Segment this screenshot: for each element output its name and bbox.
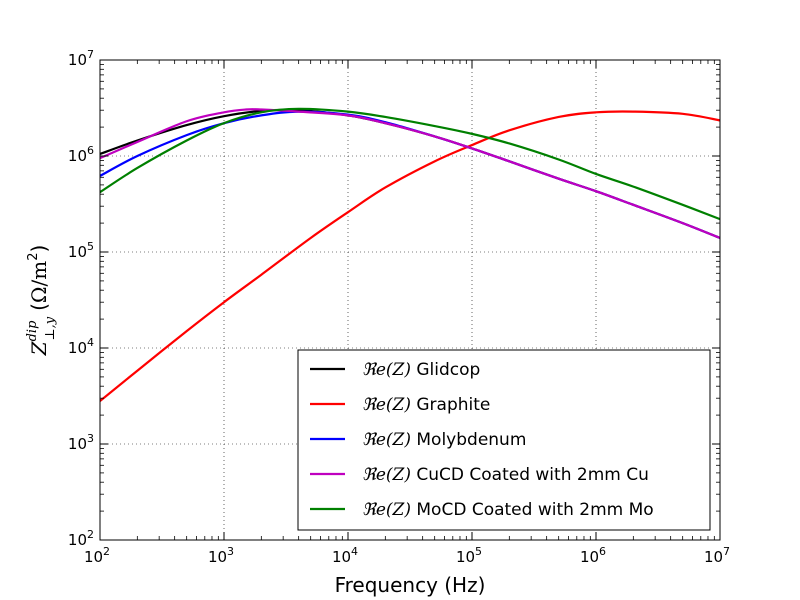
series-lines (100, 107, 720, 402)
legend-label-2: ℜe(Z) Graphite (362, 395, 490, 415)
plot-frame (99, 59, 721, 541)
x-tick-label: 104 (332, 545, 358, 566)
y-axis-title: Zdip ⊥,y (Ω/m2) (25, 245, 58, 357)
x-tick-label: 102 (84, 545, 110, 566)
y-axis-title-sup: dip (25, 320, 40, 341)
x-tick-label: 106 (580, 545, 606, 566)
y-tick-label: 105 (68, 240, 94, 261)
legend-label-5: ℜe(Z) MoCD Coated with 2mm Mo (362, 500, 654, 520)
x-tick-label: 107 (704, 545, 730, 566)
x-axis-title: Frequency (Hz) (335, 573, 486, 597)
series-line-2 (100, 110, 720, 402)
legend-label-4: ℜe(Z) CuCD Coated with 2mm Cu (362, 465, 649, 485)
legend-label-1: ℜe(Z) Glidcop (362, 360, 480, 380)
x-tick-label: 103 (208, 545, 234, 566)
y-axis-title-unit: Ω/m (27, 261, 51, 303)
legend-box (297, 349, 711, 531)
y-tick-label: 106 (68, 144, 94, 165)
y-axis-title-sub: ⊥,y (43, 316, 58, 340)
y-tick-label: 102 (68, 528, 94, 549)
y-axis-title-base: Z (27, 340, 51, 356)
svg-text:Zdip⊥,y(Ω/m2): Zdip ⊥,y (Ω/m2) (25, 245, 58, 357)
series-line-4 (100, 108, 720, 239)
x-tick-label: 105 (456, 545, 482, 566)
legend: ℜe(Z) Glidcop ℜe(Z) Graphite ℜe(Z) Molybde… (297, 349, 711, 531)
legend-label-3: ℜe(Z) Molybdenum (362, 430, 526, 450)
axis-ticks: 102 103 104 105 106 107 102 103 104 105 106 107 (68, 48, 730, 566)
y-tick-label: 103 (68, 432, 94, 453)
y-axis-title-paren-open: ( (27, 303, 51, 311)
y-tick-label: 107 (68, 48, 94, 69)
series-line-5 (100, 107, 720, 221)
y-tick-label: 104 (68, 336, 94, 357)
y-axis-title-unit-exp: 2 (26, 253, 41, 261)
y-axis-title-paren-close: ) (27, 245, 51, 253)
